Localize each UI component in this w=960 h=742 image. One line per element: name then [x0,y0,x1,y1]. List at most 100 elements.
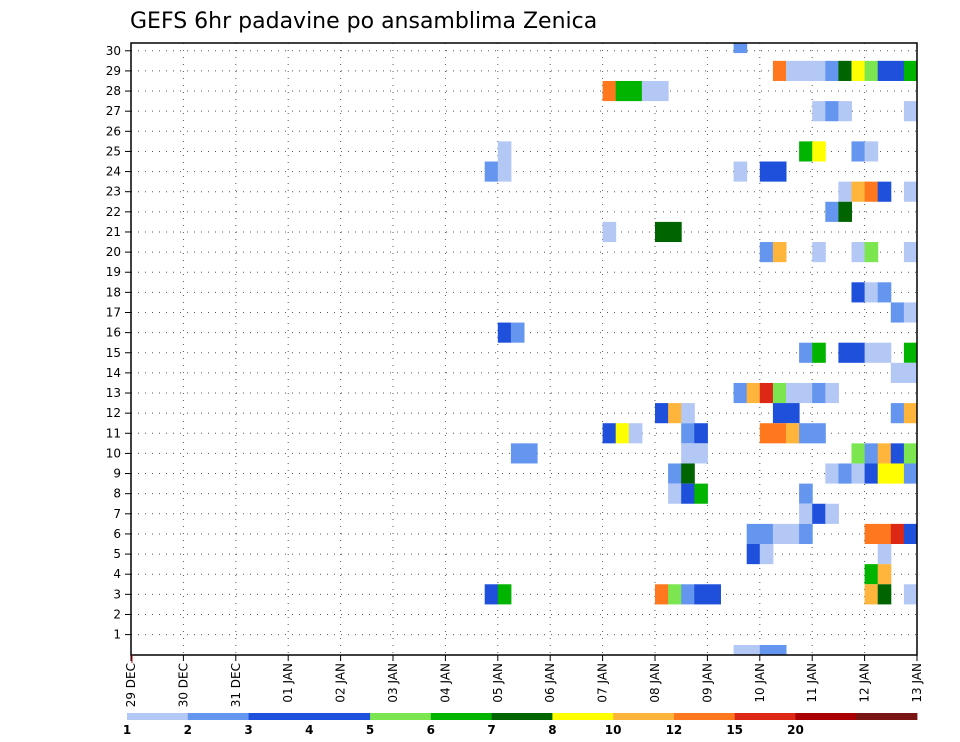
y-tick-label: 15 [106,346,121,360]
legend-color-segment [491,713,553,720]
heatmap-cell [799,141,813,162]
x-tick-label: 02 JAN [334,663,348,703]
y-tick-label: 28 [106,84,121,98]
heatmap-cell [772,645,787,655]
legend-label: 1 [123,723,131,737]
heatmap-cell [812,242,826,263]
heatmap-cell [759,523,774,545]
heatmap-cell [838,60,852,81]
x-tick-label: 31 DEC [229,663,243,707]
y-tick-label: 7 [113,507,121,521]
heatmap-cell [903,443,918,464]
heatmap-cell [864,463,879,484]
legend-label: 4 [305,723,313,737]
heatmap-cell [903,101,918,122]
color-legend: 1 2 3 4 5 6 7 8 10 12 15 20 [123,713,918,737]
heatmap-cell [838,463,852,484]
legend-label: 12 [666,723,683,737]
legend-label: 20 [787,723,804,737]
y-tick-label: 25 [106,144,121,158]
heatmap-cell [786,403,800,424]
legend-color-segment [430,713,493,720]
legend-label: 6 [427,723,435,737]
heatmap-cell [524,443,538,464]
heatmap-cell [772,60,787,81]
heatmap-cell [759,645,774,655]
legend-color-segment [552,713,614,720]
heatmap-cell [772,161,787,182]
heatmap-cell [877,463,892,484]
heatmap-cell [668,221,682,243]
heatmap-cell [864,242,879,263]
legend-label: 8 [548,723,556,737]
heatmap-cell [759,242,774,263]
heatmap-cell [851,181,866,202]
heatmap-cell [772,382,787,404]
plot-frame [130,42,918,656]
y-tick-label: 5 [113,547,121,561]
y-tick-label: 1 [113,628,121,642]
heatmap-cell [864,141,879,162]
heatmap-cell [694,584,708,605]
x-axis-tick-labels: 29 DEC 30 DEC 31 DEC 01 JAN 02 JAN 03 JAN 04 J… [124,663,924,707]
heatmap-cell [903,181,918,202]
heatmap-cell [864,282,879,303]
y-tick-label: 11 [106,426,121,440]
heatmap-cell [694,483,708,504]
y-tick-label: 27 [106,104,121,118]
y-tick-label: 10 [106,446,121,460]
heatmap-cell [838,181,852,202]
heatmap-cell [786,382,800,404]
heatmap-cell [628,423,643,444]
heatmap-cell [759,423,774,444]
heatmap-cell [851,282,866,303]
heatmap-cell [759,382,774,404]
heatmap-cell [877,523,892,545]
heatmap-cell [812,382,826,404]
heatmap-cell [759,161,774,182]
heatmap-cell [903,60,918,81]
heatmap-cell [681,483,695,504]
heatmap-cell [890,523,905,545]
heatmap-cell [497,584,512,605]
legend-color-segment [309,713,371,720]
heatmap-cell [903,523,918,545]
y-tick-label: 3 [113,587,121,601]
heatmap-cell [655,80,669,102]
heatmap-cell [903,403,918,424]
legend-color-segment [613,713,675,720]
heatmap-cell [681,463,695,484]
heatmap-cell [851,342,866,363]
heatmap-cell [772,523,787,545]
axis-ticks [125,50,918,663]
heatmap-cell [681,403,695,424]
y-tick-label: 23 [106,185,121,199]
y-tick-label: 16 [106,326,121,340]
heatmap-cell [484,161,499,182]
legend-color-segment [734,713,796,720]
heatmap-cell [877,342,892,363]
heatmap-cell [838,101,852,122]
heatmap-cell [877,60,892,81]
heatmap-cell [890,443,905,464]
heatmap-cell [602,221,617,243]
heatmap-cell [812,342,826,363]
heatmap-cell [903,342,918,363]
heatmap-cell [864,523,879,545]
legend-color-segment [370,713,432,720]
heatmap-cell [812,141,826,162]
y-tick-label: 18 [106,285,121,299]
heatmap-cell [681,584,695,605]
heatmap-cell [681,423,695,444]
heatmap-cell [733,43,748,54]
heatmap-cell [772,403,787,424]
heatmap-cell [786,60,800,81]
heatmap-cell [890,302,905,323]
heatmap-cell [890,403,905,424]
heatmap-cell [602,80,617,102]
heatmap-cell [655,584,669,605]
x-tick-label: 12 JAN [858,663,872,703]
x-tick-label: 11 JAN [805,663,819,703]
heatmap-cell [799,423,813,444]
